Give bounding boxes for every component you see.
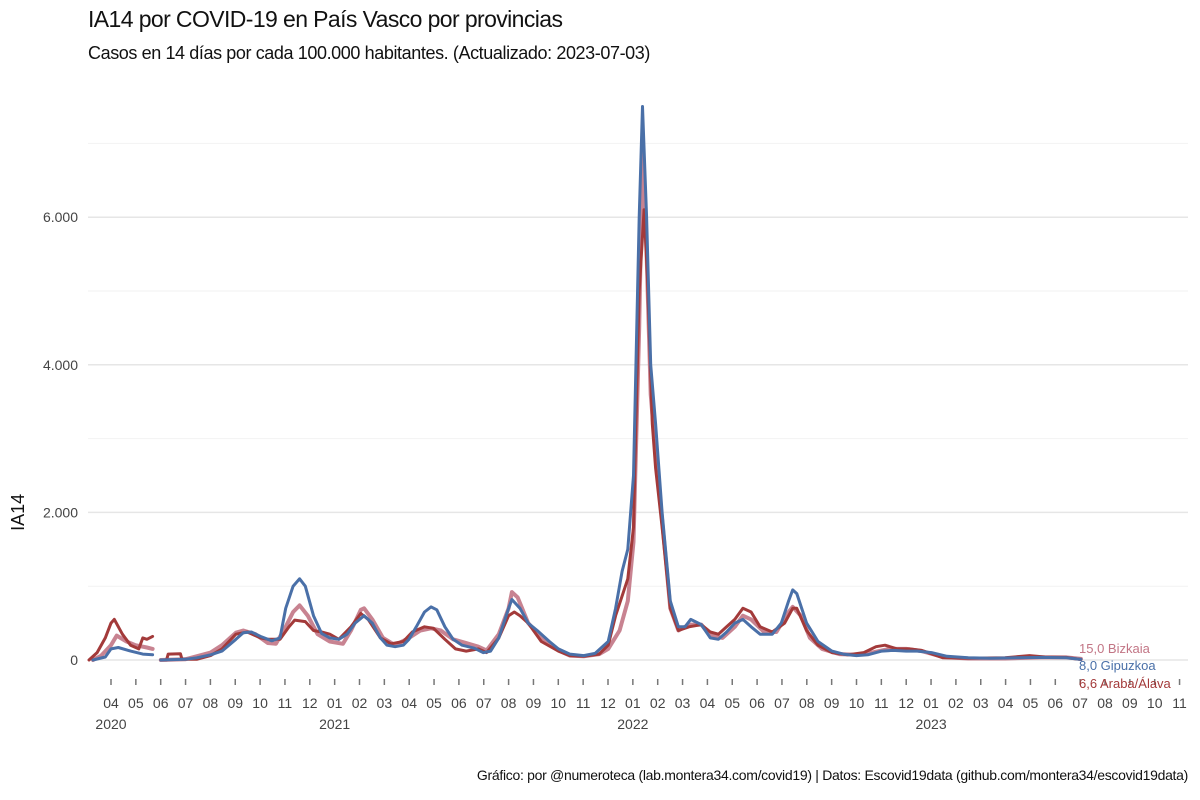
x-tick-label: 04 bbox=[700, 695, 716, 711]
x-tick-label: 06 bbox=[451, 695, 467, 711]
x-tick-label: 10 bbox=[849, 695, 865, 711]
x-tick-label: 12 bbox=[600, 695, 616, 711]
x-tick-label: 05 bbox=[1023, 695, 1039, 711]
y-axis-label: IA14 bbox=[8, 494, 28, 531]
y-tick-label: 0 bbox=[70, 652, 78, 668]
x-tick-label: 08 bbox=[203, 695, 219, 711]
y-tick-label: 4.000 bbox=[43, 357, 78, 373]
x-tick-label: 11 bbox=[278, 695, 293, 711]
end-label: 15,0 Bizkaia bbox=[1079, 641, 1151, 656]
x-tick-label: 07 bbox=[476, 695, 492, 711]
x-tick-label: 08 bbox=[799, 695, 815, 711]
x-tick-label: 08 bbox=[501, 695, 517, 711]
x-tick-label: 02 bbox=[948, 695, 964, 711]
x-tick-label: 02 bbox=[650, 695, 666, 711]
x-tick-label: 12 bbox=[898, 695, 914, 711]
x-tick-label: 04 bbox=[998, 695, 1014, 711]
x-tick-label: 11 bbox=[1172, 695, 1187, 711]
end-label: 8,0 Gipuzkoa bbox=[1079, 658, 1156, 673]
series-line bbox=[159, 105, 1083, 662]
x-year-label: 2023 bbox=[915, 716, 946, 732]
x-tick-label: 07 bbox=[178, 695, 194, 711]
x-tick-label: 12 bbox=[302, 695, 318, 711]
x-tick-label: 05 bbox=[724, 695, 740, 711]
x-tick-label: 03 bbox=[973, 695, 989, 711]
x-tick-label: 09 bbox=[1122, 695, 1138, 711]
x-tick-label: 08 bbox=[1097, 695, 1113, 711]
x-tick-label: 09 bbox=[824, 695, 840, 711]
series-line bbox=[91, 633, 155, 662]
series-line bbox=[159, 208, 1083, 662]
x-tick-label: 09 bbox=[227, 695, 243, 711]
series-gipuzkoa bbox=[91, 105, 1083, 662]
x-tick-label: 09 bbox=[526, 695, 542, 711]
x-tick-label: 06 bbox=[1048, 695, 1064, 711]
x-tick-label: 04 bbox=[401, 695, 417, 711]
x-tick-label: 10 bbox=[551, 695, 567, 711]
y-tick-label: 2.000 bbox=[43, 504, 78, 520]
x-year-label: 2021 bbox=[319, 716, 350, 732]
y-tick-label: 6.000 bbox=[43, 209, 78, 225]
x-tick-label: 01 bbox=[327, 695, 343, 711]
x-year-label: 2022 bbox=[617, 716, 648, 732]
x-tick-label: 06 bbox=[749, 695, 765, 711]
x-tick-label: 01 bbox=[625, 695, 641, 711]
x-tick-label: 07 bbox=[774, 695, 790, 711]
chart-title: IA14 por COVID-19 en País Vasco por prov… bbox=[88, 6, 563, 32]
x-year-label: 2020 bbox=[95, 716, 126, 732]
x-tick-label: 11 bbox=[576, 695, 591, 711]
x-tick-label: 02 bbox=[352, 695, 368, 711]
x-tick-label: 03 bbox=[377, 695, 393, 711]
x-tick-label: 11 bbox=[874, 695, 889, 711]
chart-subtitle: Casos en 14 días por cada 100.000 habita… bbox=[88, 43, 650, 63]
x-tick-label: 07 bbox=[1072, 695, 1088, 711]
x-tick-label: 03 bbox=[675, 695, 691, 711]
series-araba-lava bbox=[87, 208, 1083, 662]
series-line bbox=[91, 646, 155, 662]
series-bizkaia bbox=[91, 148, 1083, 662]
end-label: 6,6 Araba/Álava bbox=[1079, 676, 1172, 691]
x-tick-label: 10 bbox=[252, 695, 268, 711]
series-line bbox=[87, 617, 155, 662]
x-tick-label: 05 bbox=[128, 695, 144, 711]
x-tick-label: 04 bbox=[103, 695, 119, 711]
x-tick-label: 01 bbox=[923, 695, 939, 711]
x-tick-label: 05 bbox=[426, 695, 442, 711]
x-tick-label: 06 bbox=[153, 695, 169, 711]
chart-caption: Gráfico: por @numeroteca (lab.montera34.… bbox=[476, 767, 1188, 783]
x-tick-label: 10 bbox=[1147, 695, 1163, 711]
